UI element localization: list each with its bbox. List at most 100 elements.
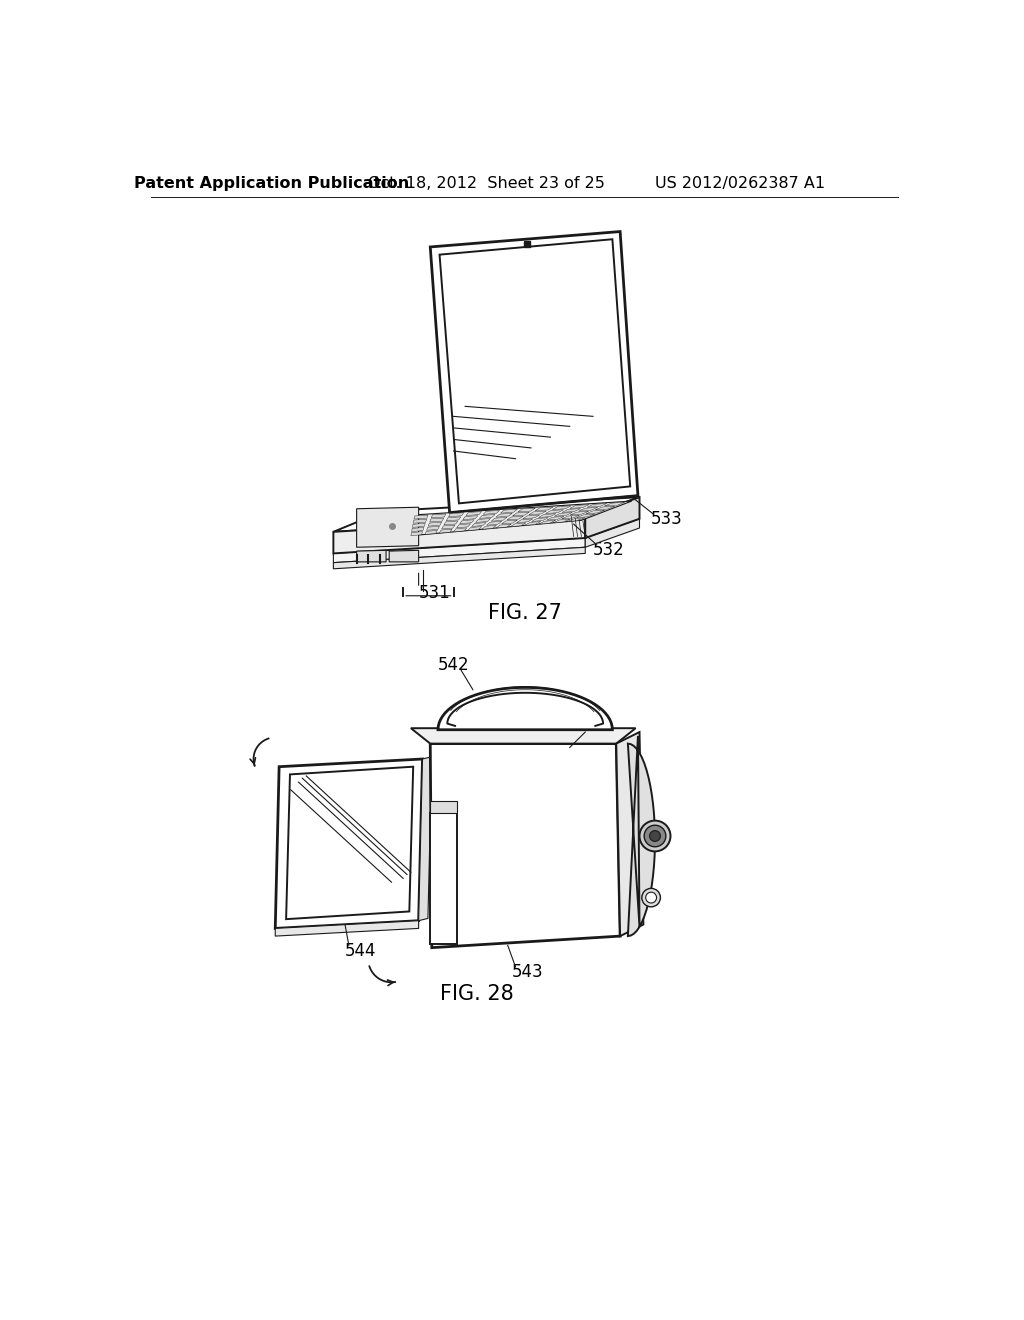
Text: 541: 541 bbox=[579, 719, 610, 737]
Polygon shape bbox=[430, 801, 458, 813]
Polygon shape bbox=[552, 506, 571, 510]
Polygon shape bbox=[441, 525, 455, 529]
Polygon shape bbox=[577, 513, 595, 517]
Polygon shape bbox=[507, 516, 523, 520]
Polygon shape bbox=[536, 507, 553, 511]
Text: Oct. 18, 2012  Sheet 23 of 25: Oct. 18, 2012 Sheet 23 of 25 bbox=[368, 176, 604, 190]
Polygon shape bbox=[428, 523, 441, 527]
Polygon shape bbox=[411, 729, 636, 743]
Text: 542: 542 bbox=[437, 656, 469, 675]
Polygon shape bbox=[492, 517, 507, 521]
Polygon shape bbox=[539, 513, 556, 517]
Polygon shape bbox=[595, 506, 614, 510]
Polygon shape bbox=[411, 532, 423, 536]
Circle shape bbox=[644, 825, 666, 847]
Polygon shape bbox=[479, 515, 495, 519]
Text: Patent Application Publication: Patent Application Publication bbox=[134, 176, 409, 190]
Polygon shape bbox=[430, 517, 443, 521]
Polygon shape bbox=[496, 524, 511, 528]
Polygon shape bbox=[446, 517, 461, 521]
Polygon shape bbox=[502, 520, 517, 524]
Polygon shape bbox=[439, 529, 453, 533]
Polygon shape bbox=[460, 520, 474, 524]
Polygon shape bbox=[579, 507, 598, 511]
Polygon shape bbox=[518, 508, 536, 512]
Polygon shape bbox=[413, 523, 425, 528]
Polygon shape bbox=[501, 510, 517, 513]
Polygon shape bbox=[439, 239, 630, 503]
Polygon shape bbox=[334, 548, 586, 569]
Polygon shape bbox=[414, 515, 428, 519]
Text: 544: 544 bbox=[345, 941, 376, 960]
Polygon shape bbox=[586, 510, 605, 513]
Polygon shape bbox=[449, 512, 464, 516]
Polygon shape bbox=[496, 513, 512, 517]
Polygon shape bbox=[430, 231, 638, 512]
Polygon shape bbox=[430, 813, 458, 944]
Polygon shape bbox=[286, 767, 414, 919]
Polygon shape bbox=[438, 688, 612, 730]
Polygon shape bbox=[356, 507, 419, 548]
Text: FIG. 27: FIG. 27 bbox=[487, 603, 562, 623]
Polygon shape bbox=[468, 527, 481, 531]
Polygon shape bbox=[524, 521, 541, 525]
Polygon shape bbox=[483, 511, 500, 515]
Polygon shape bbox=[427, 527, 439, 531]
Circle shape bbox=[646, 892, 656, 903]
Polygon shape bbox=[546, 510, 563, 513]
Polygon shape bbox=[547, 516, 564, 520]
Polygon shape bbox=[562, 508, 581, 512]
Text: US 2012/0262387 A1: US 2012/0262387 A1 bbox=[655, 176, 825, 190]
Polygon shape bbox=[430, 743, 621, 948]
Text: FIG. 28: FIG. 28 bbox=[440, 983, 514, 1003]
Polygon shape bbox=[486, 521, 502, 525]
Polygon shape bbox=[628, 737, 655, 936]
Polygon shape bbox=[482, 525, 497, 529]
Polygon shape bbox=[561, 515, 580, 519]
Polygon shape bbox=[463, 516, 478, 520]
Polygon shape bbox=[275, 921, 419, 936]
Polygon shape bbox=[356, 550, 386, 562]
Polygon shape bbox=[567, 517, 586, 521]
Polygon shape bbox=[454, 528, 467, 532]
Polygon shape bbox=[419, 756, 432, 921]
Polygon shape bbox=[512, 512, 529, 516]
Polygon shape bbox=[389, 550, 419, 562]
Polygon shape bbox=[334, 516, 586, 553]
Polygon shape bbox=[472, 523, 486, 527]
Polygon shape bbox=[539, 520, 556, 524]
Circle shape bbox=[642, 888, 660, 907]
Polygon shape bbox=[529, 511, 547, 515]
Polygon shape bbox=[411, 502, 632, 536]
Polygon shape bbox=[587, 503, 607, 507]
Polygon shape bbox=[275, 759, 423, 928]
Text: 543: 543 bbox=[511, 964, 543, 981]
Polygon shape bbox=[444, 521, 458, 525]
Polygon shape bbox=[586, 498, 640, 539]
Polygon shape bbox=[334, 539, 586, 562]
Circle shape bbox=[640, 821, 671, 851]
Polygon shape bbox=[604, 503, 625, 506]
Polygon shape bbox=[531, 517, 549, 521]
Polygon shape bbox=[522, 515, 540, 519]
Polygon shape bbox=[569, 504, 589, 508]
Polygon shape bbox=[553, 519, 570, 523]
Polygon shape bbox=[586, 519, 640, 548]
Text: 533: 533 bbox=[650, 510, 683, 528]
Polygon shape bbox=[457, 524, 471, 528]
Polygon shape bbox=[554, 512, 572, 516]
Text: 532: 532 bbox=[593, 541, 625, 558]
Polygon shape bbox=[414, 519, 427, 523]
Polygon shape bbox=[431, 513, 445, 517]
Polygon shape bbox=[616, 733, 643, 936]
Circle shape bbox=[649, 830, 660, 841]
Text: 531: 531 bbox=[418, 585, 450, 602]
Polygon shape bbox=[570, 511, 589, 515]
Polygon shape bbox=[412, 528, 424, 532]
Polygon shape bbox=[516, 519, 532, 523]
Polygon shape bbox=[334, 498, 640, 532]
Polygon shape bbox=[510, 523, 526, 527]
Polygon shape bbox=[475, 519, 490, 523]
Polygon shape bbox=[425, 531, 437, 535]
Polygon shape bbox=[466, 512, 481, 516]
